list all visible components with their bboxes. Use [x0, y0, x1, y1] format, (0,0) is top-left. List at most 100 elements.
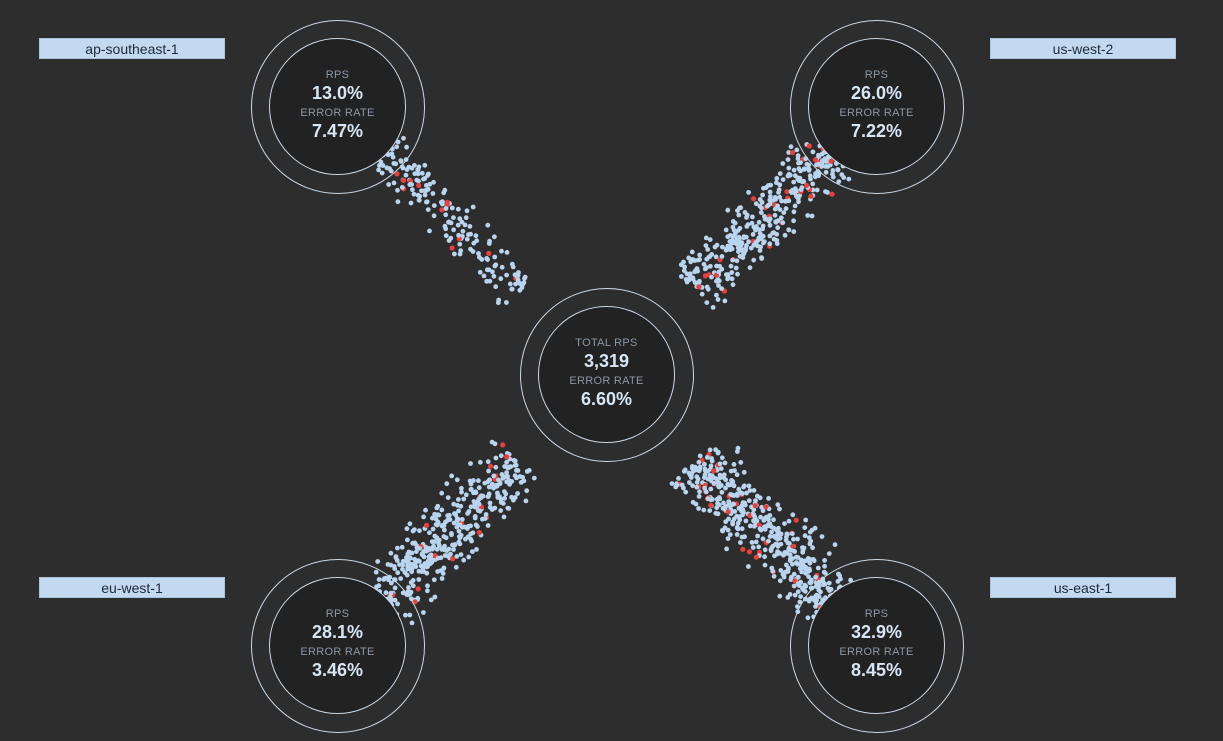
request-dot [772, 212, 778, 218]
request-dot [449, 473, 455, 479]
region-tag-us-east-1[interactable]: us-east-1 [990, 577, 1176, 598]
request-dot [767, 233, 773, 239]
request-dot [682, 467, 688, 473]
error-request-dot [415, 586, 421, 592]
request-dot [790, 531, 795, 537]
request-dot [434, 522, 440, 528]
request-dot [466, 232, 471, 238]
error-request-dot [476, 529, 482, 536]
request-dot [800, 561, 806, 566]
region-node-us-west-2-core: RPS 26.0% ERROR RATE 7.22% [808, 38, 945, 175]
request-dot [756, 544, 762, 550]
request-dot [400, 566, 405, 572]
request-dot [719, 286, 724, 291]
request-dot [434, 546, 440, 552]
request-dot [795, 574, 801, 580]
request-dot [755, 533, 760, 539]
request-dot [518, 480, 524, 485]
request-dot [436, 543, 442, 548]
request-dot [800, 586, 805, 591]
request-dot [767, 197, 773, 203]
request-dot [487, 500, 493, 506]
request-dot [419, 170, 425, 176]
request-dot [759, 200, 765, 205]
region-tag-us-west-2[interactable]: us-west-2 [990, 38, 1176, 59]
request-dot [806, 167, 812, 172]
request-dot [450, 542, 455, 548]
region-node-us-east-1[interactable]: RPS 32.9% ERROR RATE 8.45% [790, 559, 964, 733]
request-dot [416, 568, 422, 574]
request-dot [775, 536, 780, 542]
request-dot [725, 276, 730, 282]
total-node[interactable]: TOTAL RPS 3,319 ERROR RATE 6.60% [520, 288, 694, 462]
request-dot [669, 481, 675, 486]
request-dot [505, 474, 510, 479]
request-dot [465, 534, 471, 540]
request-dot [719, 254, 725, 259]
request-dot [502, 495, 507, 501]
error-rate-value: 8.45% [850, 659, 903, 680]
region-tag-ap-southeast-1[interactable]: ap-southeast-1 [39, 38, 225, 59]
request-dot [806, 535, 812, 540]
request-dot [725, 481, 731, 487]
region-node-ap-southeast-1[interactable]: RPS 13.0% ERROR RATE 7.47% [251, 20, 425, 194]
request-dot [470, 249, 476, 254]
request-dot [741, 469, 747, 475]
request-dot [490, 269, 495, 275]
request-dot [723, 247, 729, 253]
request-dot [772, 553, 777, 559]
region-tag-eu-west-1[interactable]: eu-west-1 [39, 577, 225, 598]
request-dot [722, 298, 728, 304]
request-dot [526, 468, 532, 473]
request-dot [741, 509, 746, 515]
request-dot [417, 528, 422, 534]
request-dot [730, 257, 735, 263]
request-dot [715, 297, 721, 302]
request-dot [498, 453, 504, 459]
request-dot [423, 507, 428, 513]
request-dot [431, 203, 437, 209]
request-dot [746, 239, 751, 245]
request-dot [499, 248, 504, 254]
request-dot [730, 282, 736, 288]
request-dot [783, 198, 788, 204]
error-request-dot [504, 454, 510, 460]
request-dot [776, 190, 781, 195]
request-dot [506, 478, 512, 483]
request-dot [476, 501, 482, 507]
request-dot [789, 574, 794, 580]
request-dot [439, 507, 445, 513]
error-request-dot [753, 554, 760, 560]
request-dot [762, 562, 768, 568]
rps-label: RPS [325, 68, 350, 81]
rps-label: RPS [325, 607, 350, 620]
request-dot [797, 566, 803, 571]
request-dot [455, 502, 460, 508]
request-dot [477, 459, 483, 465]
request-dot [454, 554, 460, 559]
request-dot [451, 227, 456, 233]
request-dot [723, 227, 729, 233]
request-dot [674, 482, 680, 488]
region-node-us-west-2[interactable]: RPS 26.0% ERROR RATE 7.22% [790, 20, 964, 194]
request-dot [689, 464, 695, 469]
request-dot [717, 472, 723, 478]
request-dot [809, 213, 815, 219]
request-dot [806, 574, 811, 580]
rps-value: 13.0% [311, 82, 364, 103]
request-dot [775, 218, 781, 224]
request-dot [473, 489, 478, 495]
request-dot [451, 547, 456, 552]
rps-label: RPS [864, 68, 889, 81]
request-dot [430, 515, 435, 521]
request-dot [725, 234, 731, 240]
request-dot [788, 189, 794, 194]
region-node-eu-west-1[interactable]: RPS 28.1% ERROR RATE 3.46% [251, 559, 425, 733]
request-dot [457, 535, 463, 541]
request-dot [455, 522, 461, 528]
request-dot [755, 493, 760, 499]
request-dot [725, 207, 731, 213]
request-dot [485, 523, 491, 528]
request-dot [716, 283, 721, 288]
